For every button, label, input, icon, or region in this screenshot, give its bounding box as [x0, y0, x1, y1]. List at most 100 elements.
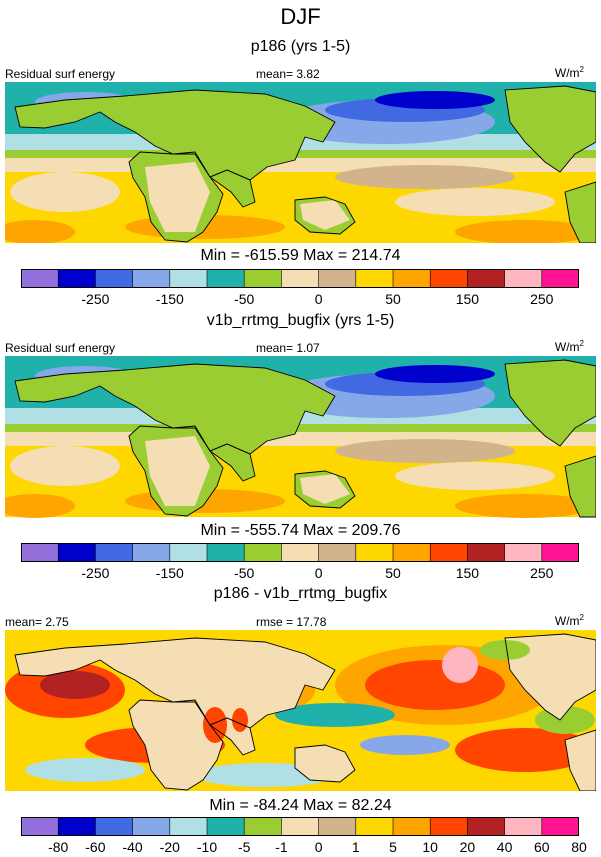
colorbar-swatch [169, 543, 208, 562]
panel-3-title: p186 - v1b_rrtmg_bugfix [213, 585, 388, 602]
panel-2-colorbar [21, 543, 579, 562]
field-contour [190, 366, 280, 416]
colorbar-swatch [541, 817, 579, 836]
field-contour [190, 92, 280, 142]
field-contour [455, 220, 595, 243]
field-contour [232, 708, 248, 732]
colorbar-tick-label: -1 [275, 839, 288, 855]
field-contour [480, 640, 530, 660]
colorbar-swatch [95, 817, 134, 836]
colorbar-swatch [467, 269, 506, 288]
panel-1-mean-label: mean= 3.82 [256, 67, 320, 81]
colorbar-swatch [355, 817, 394, 836]
colorbar-tick-label: 10 [422, 839, 438, 855]
field-contour [5, 494, 75, 518]
colorbar-swatch [21, 543, 60, 562]
land-mask [295, 745, 355, 782]
panel-2-minmax: Min = -555.74 Max = 209.76 [200, 522, 401, 539]
colorbar-swatch [318, 269, 357, 288]
colorbar-tick-label: 150 [455, 565, 480, 581]
coastline [564, 729, 596, 791]
coastline [128, 425, 224, 517]
field-contour [10, 172, 120, 212]
colorbar-tick-label: 50 [385, 565, 401, 581]
colorbar-swatch [392, 817, 432, 836]
coastline [294, 470, 356, 509]
colorbar-swatch [281, 269, 320, 288]
colorbar-swatch [132, 543, 171, 562]
coastline [504, 633, 596, 721]
colorbar-tick-label: -50 [234, 565, 255, 581]
colorbar-tick-label: 80 [571, 839, 587, 855]
panel-1-map [5, 82, 596, 243]
colorbar-swatch [318, 543, 357, 562]
colorbar-tick-label: -20 [159, 839, 180, 855]
colorbar-swatch [392, 269, 432, 288]
colorbar-tick-label: 20 [459, 839, 476, 855]
colorbar-swatch [281, 817, 320, 836]
colorbar-swatch [429, 543, 469, 562]
panel-2-map [5, 356, 596, 518]
colorbar-swatch [541, 269, 579, 288]
field-contour [455, 494, 595, 518]
colorbar-swatch [169, 269, 208, 288]
panel-3-mean-label: mean= 2.75 [5, 615, 69, 629]
colorbar-tick-label: -80 [48, 839, 69, 855]
colorbar-swatch [57, 817, 97, 836]
field-contour [395, 462, 555, 490]
panel-3-colorbar [21, 817, 579, 836]
colorbar-tick-label: 250 [530, 291, 554, 307]
colorbar-swatch [206, 817, 246, 836]
land-mask [505, 360, 596, 446]
colorbar-swatch [281, 543, 320, 562]
colorbar-swatch [169, 817, 208, 836]
coastline [504, 85, 596, 173]
coastline [128, 699, 224, 791]
field-contour [40, 671, 110, 699]
colorbar-tick-label: 40 [496, 839, 513, 855]
colorbar-tick-label: -60 [85, 839, 106, 855]
colorbar-tick-label: 60 [534, 839, 550, 855]
colorbar-swatch [504, 817, 543, 836]
field-contour [10, 446, 120, 486]
colorbar-swatch [467, 543, 506, 562]
field-contour [442, 647, 478, 683]
colorbar-swatch [429, 817, 469, 836]
colorbar-swatch [21, 269, 60, 288]
panel-1-minmax: Min = -615.59 Max = 214.74 [200, 247, 401, 264]
field-contour [145, 436, 210, 506]
field-contour [375, 91, 495, 109]
panel-3-units: W/m2 [554, 613, 584, 628]
panel-2-mean-label: mean= 1.07 [256, 341, 320, 355]
colorbar-swatch [243, 543, 283, 562]
colorbar-swatch [243, 269, 283, 288]
colorbar-tick-label: 150 [455, 291, 480, 307]
colorbar-swatch [355, 543, 394, 562]
coastline [294, 196, 356, 235]
colorbar-tick-label: 5 [389, 839, 397, 855]
colorbar-swatch [21, 817, 60, 836]
panel-2-title: v1b_rrtmg_bugfix (yrs 1-5) [206, 312, 395, 329]
panel-1-title: p186 (yrs 1-5) [250, 38, 351, 55]
panel-1-units: W/m2 [554, 65, 584, 80]
colorbar-swatch [243, 817, 283, 836]
colorbar-tick-label: -150 [155, 565, 184, 581]
colorbar-swatch [392, 543, 432, 562]
field-contour [395, 188, 555, 216]
field-contour [25, 758, 145, 782]
colorbar-swatch [132, 269, 171, 288]
colorbar-swatch [95, 269, 134, 288]
colorbar-tick-label: 0 [314, 291, 323, 307]
land-mask [505, 86, 596, 172]
figure-title: DJF [280, 4, 321, 29]
field-contour [145, 162, 210, 232]
field-contour [203, 707, 227, 743]
panel-3-rmse-label: rmse = 17.78 [256, 615, 327, 629]
colorbar-tick-label: 1 [351, 839, 360, 855]
land-mask [15, 638, 335, 728]
land-mask [505, 634, 596, 720]
panel-2-variable-label: Residual surf energy [5, 341, 116, 355]
field-contour [360, 735, 450, 755]
panel-3-minmax: Min = -84.24 Max = 82.24 [209, 797, 392, 814]
colorbar-tick-label: -250 [81, 291, 110, 307]
